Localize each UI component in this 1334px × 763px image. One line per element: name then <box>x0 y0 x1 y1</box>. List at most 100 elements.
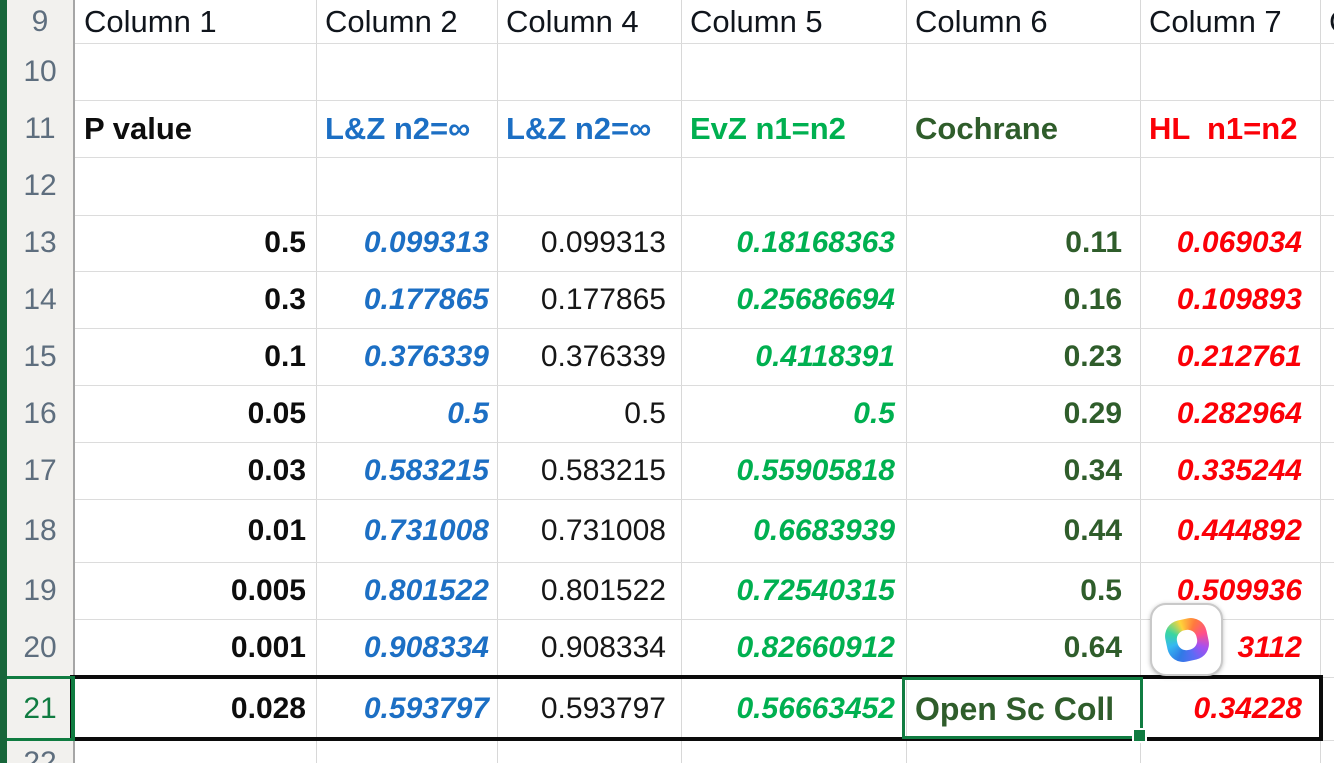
cell-r20-hl[interactable]: 3112 <box>1237 631 1302 664</box>
row-header-column: 9 10 11 12 13 14 15 16 17 18 19 20 21 22 <box>7 0 75 763</box>
row-header-18[interactable]: 18 <box>23 513 57 547</box>
cell-r20-p[interactable]: 0.001 <box>230 631 306 664</box>
cell-r21-lz2[interactable]: 0.593797 <box>540 691 666 725</box>
cell-r19-coch[interactable]: 0.5 <box>1080 573 1122 607</box>
cell-r13-hl[interactable]: 0.069034 <box>1176 226 1302 259</box>
cell-r16-evz[interactable]: 0.5 <box>853 396 895 430</box>
cell-r18-lz2[interactable]: 0.731008 <box>540 513 666 547</box>
gridline-h <box>7 271 1334 272</box>
cell-r21-lz1[interactable]: 0.593797 <box>363 691 489 725</box>
cell-r21-p[interactable]: 0.028 <box>230 691 306 725</box>
cell-r14-lz2[interactable]: 0.177865 <box>540 282 666 316</box>
cell-r20-coch[interactable]: 0.64 <box>1063 631 1122 664</box>
row-header-15[interactable]: 15 <box>23 339 57 373</box>
cell-r11-lz1-label[interactable]: L&Z n2=∞ <box>325 111 471 146</box>
gridline-h <box>7 215 1334 216</box>
row-header-11[interactable]: 11 <box>24 111 56 145</box>
gridline-h <box>7 619 1334 620</box>
cell-r9-column8-partial[interactable]: C <box>1320 0 1334 43</box>
row-header-9[interactable]: 9 <box>31 4 49 38</box>
cell-r20-lz2[interactable]: 0.908334 <box>540 631 666 664</box>
cell-r9-column4[interactable]: Column 4 <box>506 4 639 39</box>
row-header-accent-top <box>7 676 73 679</box>
cell-r21-coch-active[interactable]: Open Sc Coll <box>915 690 1115 727</box>
cell-r19-p[interactable]: 0.005 <box>230 573 306 607</box>
cell-r21-evz[interactable]: 0.56663452 <box>736 691 896 725</box>
cell-r17-evz[interactable]: 0.55905818 <box>736 453 896 487</box>
row-header-16[interactable]: 16 <box>23 396 57 430</box>
cell-r16-lz2[interactable]: 0.5 <box>624 396 666 430</box>
copilot-button[interactable] <box>1150 603 1223 676</box>
cell-r9-column2[interactable]: Column 2 <box>325 4 458 39</box>
row-header-19[interactable]: 19 <box>23 573 57 607</box>
row-header-12[interactable]: 12 <box>23 169 57 202</box>
cell-r18-coch[interactable]: 0.44 <box>1063 513 1122 547</box>
cell-r14-evz[interactable]: 0.25686694 <box>736 282 896 316</box>
cell-r17-coch[interactable]: 0.34 <box>1063 453 1122 487</box>
cell-r13-lz2[interactable]: 0.099313 <box>540 226 666 259</box>
cell-r11-pvalue-label[interactable]: P value <box>84 111 193 146</box>
cell-r19-evz[interactable]: 0.72540315 <box>736 573 896 607</box>
cell-r18-p[interactable]: 0.01 <box>247 513 306 547</box>
cell-r13-lz1[interactable]: 0.099313 <box>363 226 489 259</box>
cell-r11-cochrane-label[interactable]: Cochrane <box>915 111 1058 146</box>
cell-r11-hl-label[interactable]: HL n1=n2 <box>1149 111 1298 146</box>
row-header-10[interactable]: 10 <box>23 54 57 88</box>
row-header-accent-bottom <box>7 738 73 741</box>
gridline-v <box>316 0 317 763</box>
gridline-h <box>7 562 1334 563</box>
cell-r17-hl[interactable]: 0.335244 <box>1176 453 1302 487</box>
row-header-13[interactable]: 13 <box>23 226 57 259</box>
gridline-v <box>1320 0 1321 763</box>
row-header-20[interactable]: 20 <box>23 631 57 664</box>
row-header-14[interactable]: 14 <box>23 282 57 316</box>
cell-r16-p[interactable]: 0.05 <box>247 396 306 430</box>
cell-r15-coch[interactable]: 0.23 <box>1063 339 1122 373</box>
cell-r15-hl[interactable]: 0.212761 <box>1176 339 1302 373</box>
gridline-v <box>681 0 682 763</box>
cell-r17-p[interactable]: 0.03 <box>247 453 306 487</box>
cell-r17-lz1[interactable]: 0.583215 <box>363 453 489 487</box>
cell-r20-evz[interactable]: 0.82660912 <box>736 631 896 664</box>
cell-r14-lz1[interactable]: 0.177865 <box>363 282 489 316</box>
cell-r15-lz1[interactable]: 0.376339 <box>363 339 489 373</box>
cell-r16-coch[interactable]: 0.29 <box>1063 396 1122 430</box>
cell-grid: Column 1 Column 2 Column 4 Column 5 Colu… <box>75 0 1334 763</box>
cell-r21-hl[interactable]: 0.34228 <box>1193 691 1302 725</box>
row-header-17[interactable]: 17 <box>23 453 57 487</box>
cell-r16-hl[interactable]: 0.282964 <box>1176 396 1302 430</box>
gridline-v <box>497 0 498 763</box>
cell-r17-lz2[interactable]: 0.583215 <box>540 453 666 487</box>
fill-handle[interactable] <box>1132 728 1147 743</box>
cell-r15-lz2[interactable]: 0.376339 <box>540 339 666 373</box>
cell-r11-evz-label[interactable]: EvZ n1=n2 <box>690 111 846 146</box>
cell-r9-column7[interactable]: Column 7 <box>1149 4 1282 39</box>
cell-r20-lz1[interactable]: 0.908334 <box>363 631 489 664</box>
cell-r18-lz1[interactable]: 0.731008 <box>363 513 489 547</box>
cell-r18-evz[interactable]: 0.6683939 <box>753 513 895 547</box>
cell-r9-column5[interactable]: Column 5 <box>690 4 823 39</box>
cell-r15-p[interactable]: 0.1 <box>264 339 306 373</box>
cell-r14-coch[interactable]: 0.16 <box>1063 282 1122 316</box>
cell-r16-lz1[interactable]: 0.5 <box>447 396 489 430</box>
cell-r18-hl[interactable]: 0.444892 <box>1176 513 1302 547</box>
cell-r19-lz1[interactable]: 0.801522 <box>363 573 489 607</box>
cell-r9-column6[interactable]: Column 6 <box>915 4 1048 39</box>
gridline-h <box>7 100 1334 101</box>
cell-r13-evz[interactable]: 0.18168363 <box>736 226 896 259</box>
cell-r13-coch[interactable]: 0.11 <box>1065 226 1122 259</box>
row-header-accent-right <box>71 676 75 741</box>
cell-r14-hl[interactable]: 0.109893 <box>1176 282 1302 316</box>
cell-r19-lz2[interactable]: 0.801522 <box>540 573 666 607</box>
gridline-h <box>7 385 1334 386</box>
cell-r19-hl[interactable]: 0.509936 <box>1176 573 1302 607</box>
row-header-22[interactable]: 22 <box>23 746 57 763</box>
row-header-21-selected[interactable]: 21 <box>23 691 57 725</box>
cell-r15-evz[interactable]: 0.4118391 <box>755 339 895 373</box>
cell-r11-lz2-label[interactable]: L&Z n2=∞ <box>506 111 652 146</box>
cell-r13-p[interactable]: 0.5 <box>264 226 306 259</box>
cell-r9-column1[interactable]: Column 1 <box>84 4 217 39</box>
gridline-h <box>7 499 1334 500</box>
cell-r14-p[interactable]: 0.3 <box>264 282 306 316</box>
